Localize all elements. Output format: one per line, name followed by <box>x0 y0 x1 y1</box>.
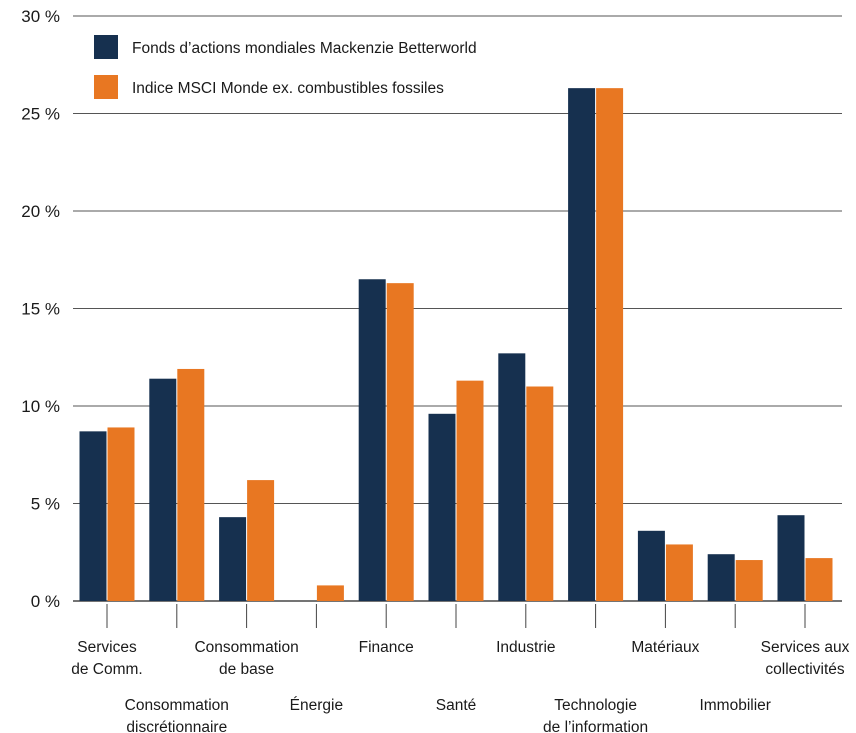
bar-fund <box>149 378 177 601</box>
x-category-label: Industrie <box>496 639 555 656</box>
y-tick-label: 20 % <box>21 202 60 221</box>
y-tick-label: 0 % <box>31 592 60 611</box>
y-axis-tick-labels: 0 % 5 % 10 % 15 % 20 % 25 % 30 % <box>21 7 60 611</box>
bar-fund <box>428 413 456 601</box>
legend-label: Indice MSCI Monde ex. combustibles fossi… <box>132 80 444 97</box>
bar-index <box>665 544 693 601</box>
x-category-label: Énergie <box>290 697 343 714</box>
bars <box>79 88 833 601</box>
bar-fund <box>568 88 596 601</box>
x-category-label: Consommation <box>194 639 298 656</box>
x-category-label: Services aux <box>761 639 850 656</box>
legend-swatch <box>94 75 118 99</box>
bar-fund <box>637 530 665 601</box>
bar-index <box>386 283 414 601</box>
x-category-label: Consommation <box>125 697 229 714</box>
x-category-label: collectivités <box>765 661 844 678</box>
y-tick-label: 10 % <box>21 397 60 416</box>
legend: Fonds d’actions mondiales Mackenzie Bett… <box>94 35 477 99</box>
y-tick-label: 15 % <box>21 300 60 319</box>
x-category-label: Technologie <box>554 697 637 714</box>
x-category-label: Immobilier <box>699 697 770 714</box>
x-axis: Services de Comm. Consommation discrétionna… <box>71 604 850 733</box>
bar-index <box>805 558 833 601</box>
bar-index <box>247 480 275 601</box>
y-tick-label: 30 % <box>21 7 60 26</box>
bar-fund <box>358 279 386 601</box>
bar-index <box>526 386 554 601</box>
bar-fund <box>79 431 107 601</box>
bar-fund <box>498 353 526 601</box>
y-tick-label: 25 % <box>21 105 60 124</box>
x-category-label: de l’information <box>543 719 648 733</box>
bar-fund <box>707 554 735 601</box>
x-category-label: Matériaux <box>631 639 699 656</box>
bar-index <box>456 380 484 601</box>
bar-index <box>107 427 135 601</box>
x-category-label: Finance <box>359 639 414 656</box>
x-category-label: de Comm. <box>71 661 143 678</box>
bar-index <box>316 585 344 601</box>
legend-swatch <box>94 35 118 59</box>
bar-fund <box>777 515 805 601</box>
bar-index <box>596 88 624 601</box>
bar-fund <box>219 517 247 601</box>
y-tick-label: 5 % <box>31 495 60 514</box>
bar-index <box>177 368 205 601</box>
bar-index <box>735 560 763 601</box>
x-category-label: discrétionnaire <box>126 719 227 733</box>
x-category-label: de base <box>219 661 274 678</box>
x-category-label: Santé <box>436 697 477 714</box>
x-category-label: Services <box>77 639 137 656</box>
legend-label: Fonds d’actions mondiales Mackenzie Bett… <box>132 40 477 57</box>
